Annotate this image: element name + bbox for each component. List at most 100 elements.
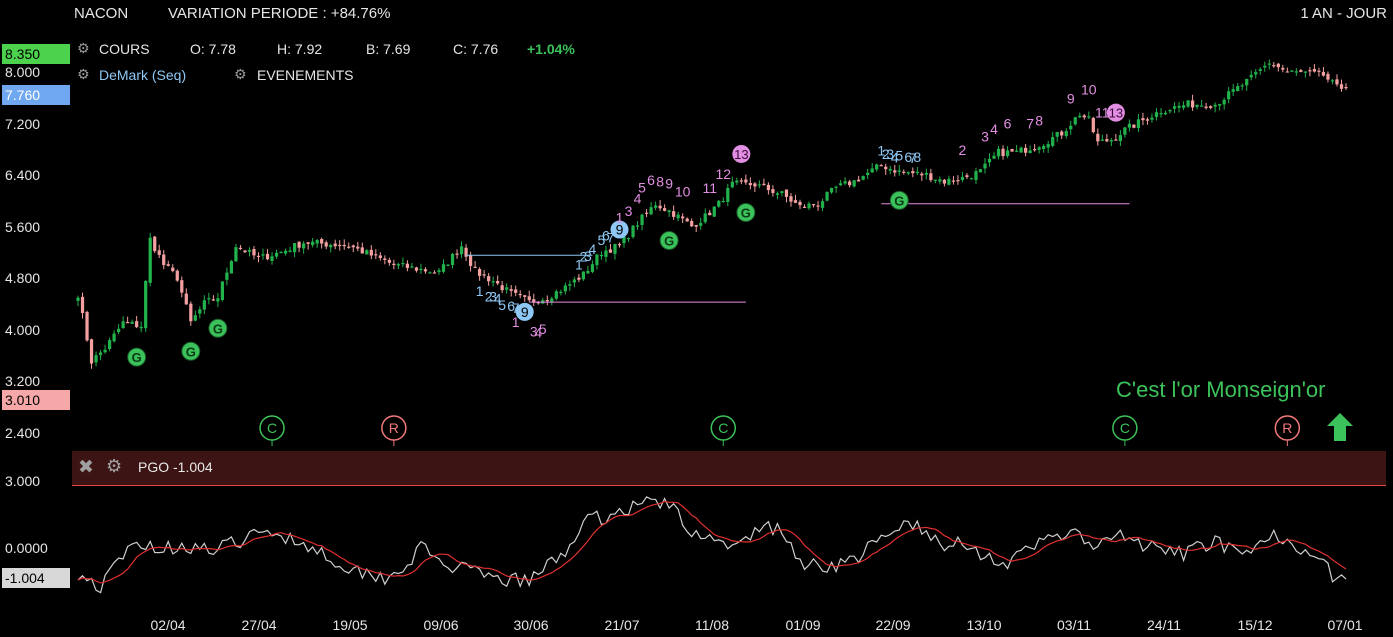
candle bbox=[983, 158, 987, 174]
x-tick-label: 22/09 bbox=[875, 617, 911, 633]
demark-count-label: 1 bbox=[877, 142, 885, 158]
event-c-marker[interactable]: C bbox=[259, 415, 285, 446]
svg-text:3: 3 bbox=[981, 129, 989, 145]
candle bbox=[202, 295, 206, 315]
indicator-settings-gear-icon[interactable]: ⚙ bbox=[106, 456, 123, 476]
candle bbox=[663, 204, 667, 212]
svg-text:G: G bbox=[741, 205, 751, 220]
demark-countdown-label: 6 bbox=[647, 172, 655, 188]
svg-text:6: 6 bbox=[1004, 115, 1012, 131]
g-signal-icon[interactable]: G bbox=[208, 318, 228, 338]
svg-text:1: 1 bbox=[512, 314, 520, 330]
candle bbox=[798, 199, 802, 210]
candle bbox=[888, 165, 892, 175]
candle bbox=[780, 190, 784, 197]
event-c-marker[interactable]: C bbox=[710, 415, 737, 446]
demark-count-label: 7 bbox=[512, 300, 520, 316]
candle bbox=[1154, 108, 1159, 121]
demark-countdown-label: 10 bbox=[1081, 81, 1097, 97]
candle bbox=[730, 176, 734, 189]
event-r-marker[interactable]: R bbox=[1274, 415, 1301, 446]
candle bbox=[423, 267, 428, 274]
candle bbox=[802, 204, 807, 208]
g-signal-icon[interactable]: G bbox=[889, 190, 909, 210]
x-tick-label: 19/05 bbox=[332, 617, 368, 633]
events-label[interactable]: EVENEMENTS bbox=[257, 67, 354, 83]
g-signal-icon[interactable]: G bbox=[181, 341, 201, 361]
candle bbox=[735, 177, 739, 185]
svg-text:1: 1 bbox=[476, 283, 484, 299]
high-value: H: 7.92 bbox=[277, 41, 323, 57]
candle bbox=[1118, 130, 1122, 146]
pgo-chart[interactable] bbox=[0, 486, 1393, 614]
demark-count-label: 6 bbox=[507, 298, 515, 314]
candle bbox=[640, 213, 644, 231]
demark-label[interactable]: DeMark (Seq) bbox=[99, 67, 187, 83]
svg-text:R: R bbox=[1282, 420, 1292, 436]
demark-countdown-label: 4 bbox=[990, 121, 998, 137]
svg-text:10: 10 bbox=[1081, 81, 1097, 97]
cours-settings-gear-icon[interactable]: ⚙ bbox=[77, 40, 90, 56]
candle bbox=[631, 225, 635, 239]
price-chart[interactable]: 1234567891234567891234567813451345689101… bbox=[0, 0, 1393, 450]
candle bbox=[1190, 94, 1195, 111]
candle bbox=[775, 191, 780, 200]
event-c-marker[interactable]: C bbox=[1112, 415, 1138, 446]
candle bbox=[360, 242, 364, 254]
g-signal-icon[interactable]: G bbox=[127, 347, 147, 367]
candle bbox=[545, 295, 549, 306]
svg-text:7: 7 bbox=[607, 230, 615, 246]
event-r-marker[interactable]: R bbox=[381, 415, 407, 446]
svg-text:G: G bbox=[213, 321, 223, 336]
g-signal-icon[interactable]: G bbox=[659, 231, 679, 251]
candle bbox=[207, 292, 211, 305]
candle bbox=[1254, 68, 1258, 79]
candle bbox=[1299, 68, 1303, 73]
symbol-name: NACON bbox=[74, 5, 129, 22]
candle bbox=[1037, 146, 1041, 154]
low-price-tag: 3.010 bbox=[2, 390, 70, 410]
candle bbox=[279, 251, 283, 254]
candle bbox=[649, 202, 653, 216]
svg-text:9: 9 bbox=[1067, 91, 1075, 107]
g-signal-icon[interactable]: G bbox=[736, 202, 756, 222]
demark-count-label: 9 bbox=[515, 302, 534, 321]
candle bbox=[1281, 64, 1285, 73]
demark-settings-gear-icon[interactable]: ⚙ bbox=[77, 66, 90, 82]
candle bbox=[825, 191, 829, 202]
x-tick-label: 11/08 bbox=[695, 617, 729, 633]
candle bbox=[920, 171, 924, 181]
svg-text:4: 4 bbox=[494, 290, 502, 306]
candle bbox=[1033, 144, 1037, 152]
period-selector[interactable]: 1 AN - JOUR bbox=[1300, 5, 1387, 22]
candle bbox=[992, 152, 996, 160]
candle bbox=[247, 247, 252, 257]
candle bbox=[446, 264, 450, 267]
open-value: O: 7.78 bbox=[190, 41, 236, 57]
candle bbox=[473, 261, 477, 268]
x-tick-label: 24/11 bbox=[1147, 617, 1181, 633]
candle bbox=[139, 321, 143, 333]
candle bbox=[518, 290, 522, 299]
cours-label[interactable]: COURS bbox=[99, 41, 150, 57]
candle bbox=[1240, 83, 1244, 91]
demark-countdown-label: 11 bbox=[702, 180, 717, 196]
svg-text:4: 4 bbox=[990, 121, 998, 137]
events-settings-gear-icon[interactable]: ⚙ bbox=[234, 66, 247, 82]
candle bbox=[902, 169, 906, 175]
candle bbox=[924, 168, 928, 180]
pgo-series-line bbox=[77, 496, 1347, 594]
candle bbox=[527, 290, 531, 302]
candle bbox=[1172, 102, 1177, 114]
svg-text:13: 13 bbox=[734, 147, 748, 162]
close-icon[interactable]: ✖ bbox=[78, 457, 94, 478]
candle bbox=[514, 285, 518, 297]
candle bbox=[175, 269, 179, 282]
candle bbox=[432, 270, 437, 274]
candle bbox=[1344, 83, 1348, 91]
demark-count-label: 5 bbox=[598, 232, 606, 248]
svg-text:2: 2 bbox=[579, 249, 587, 265]
candle bbox=[1335, 74, 1339, 87]
svg-text:7: 7 bbox=[1026, 115, 1034, 131]
svg-text:1: 1 bbox=[616, 210, 624, 226]
